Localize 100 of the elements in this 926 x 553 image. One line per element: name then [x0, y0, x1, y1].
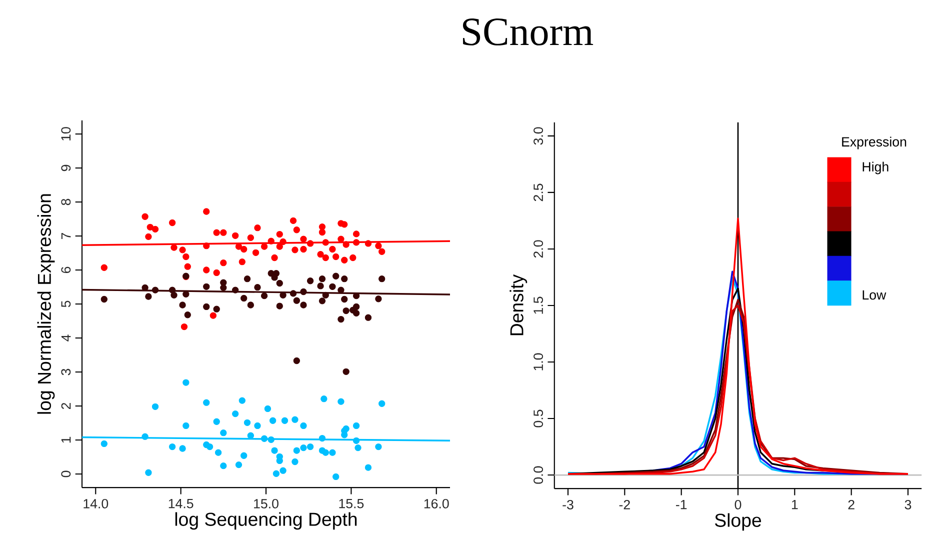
point — [152, 403, 159, 410]
point — [293, 226, 300, 234]
point — [338, 316, 344, 323]
point — [260, 435, 268, 442]
point — [306, 278, 314, 284]
point — [293, 357, 300, 364]
point — [213, 269, 220, 276]
y-tick-label: 4 — [61, 334, 71, 342]
point — [276, 280, 283, 287]
point — [352, 422, 360, 430]
point — [292, 246, 298, 254]
point — [318, 228, 326, 236]
point — [238, 258, 246, 266]
x-tick-label: 15.0 — [254, 498, 278, 508]
point — [352, 230, 360, 238]
x-axis-title: Slope — [714, 513, 762, 531]
point — [300, 246, 307, 253]
point — [220, 462, 227, 470]
point — [276, 302, 283, 310]
y-tick-label: 1.0 — [534, 353, 544, 370]
x-tick-label: -1 — [676, 500, 687, 510]
point — [352, 303, 360, 310]
point — [341, 296, 348, 303]
legend-title: Expression — [842, 136, 906, 150]
point — [352, 437, 360, 444]
point — [293, 297, 300, 304]
point — [338, 236, 344, 242]
point — [203, 283, 210, 290]
point — [300, 444, 307, 452]
point — [300, 422, 307, 430]
point — [220, 229, 227, 236]
point — [322, 449, 329, 456]
point — [342, 307, 350, 314]
point — [244, 275, 251, 282]
point — [280, 467, 286, 474]
point — [317, 282, 324, 290]
point — [322, 254, 329, 262]
point — [244, 419, 251, 426]
point — [338, 286, 344, 294]
point — [260, 292, 268, 300]
point — [318, 223, 326, 230]
point — [281, 417, 288, 424]
annotation: Low — [862, 290, 886, 300]
point — [341, 275, 348, 282]
point — [220, 284, 227, 292]
point — [220, 279, 227, 286]
point — [342, 241, 350, 248]
point — [300, 288, 307, 296]
point — [100, 296, 108, 303]
point — [142, 433, 148, 440]
point — [240, 246, 248, 253]
point — [203, 208, 210, 215]
point — [306, 443, 314, 450]
point — [329, 283, 336, 290]
point — [342, 368, 350, 375]
point — [152, 226, 159, 233]
y-tick-label: 9 — [61, 164, 71, 172]
x-tick-label: 16.0 — [424, 498, 449, 508]
point — [203, 266, 210, 274]
point — [210, 312, 217, 319]
point — [329, 449, 336, 456]
point — [378, 400, 386, 407]
point — [170, 244, 178, 251]
point — [235, 243, 242, 250]
point — [213, 418, 220, 425]
y-tick-label: 3 — [61, 368, 71, 376]
point — [145, 469, 152, 476]
point — [213, 306, 220, 312]
point — [203, 303, 210, 310]
point — [306, 240, 314, 247]
point — [329, 246, 336, 253]
point — [238, 397, 246, 404]
point — [168, 443, 176, 450]
x-tick-label: 1 — [792, 500, 798, 510]
point — [214, 449, 222, 456]
point — [203, 399, 210, 406]
point — [271, 254, 278, 262]
point — [247, 302, 254, 308]
point — [378, 248, 386, 255]
point — [184, 263, 191, 270]
point — [179, 246, 186, 254]
y-tick-label: 2 — [61, 402, 71, 410]
y-tick-label: 1.5 — [534, 296, 544, 314]
point — [232, 286, 239, 294]
point — [350, 254, 356, 262]
point — [206, 443, 214, 450]
point — [232, 410, 239, 418]
x-tick-label: 3 — [904, 500, 912, 510]
y-tick-label: 1 — [61, 436, 71, 443]
x-tick-label: 15.5 — [339, 498, 364, 508]
point — [318, 434, 326, 442]
point — [318, 275, 326, 282]
point — [247, 234, 254, 242]
x-axis-title: log Sequencing Depth — [175, 512, 357, 530]
point — [252, 249, 260, 256]
y-tick-label: 3.0 — [534, 127, 544, 145]
x-tick-label: 0 — [734, 500, 742, 510]
point — [146, 224, 154, 230]
x-tick-label: 14.5 — [168, 498, 194, 508]
point — [247, 432, 254, 439]
